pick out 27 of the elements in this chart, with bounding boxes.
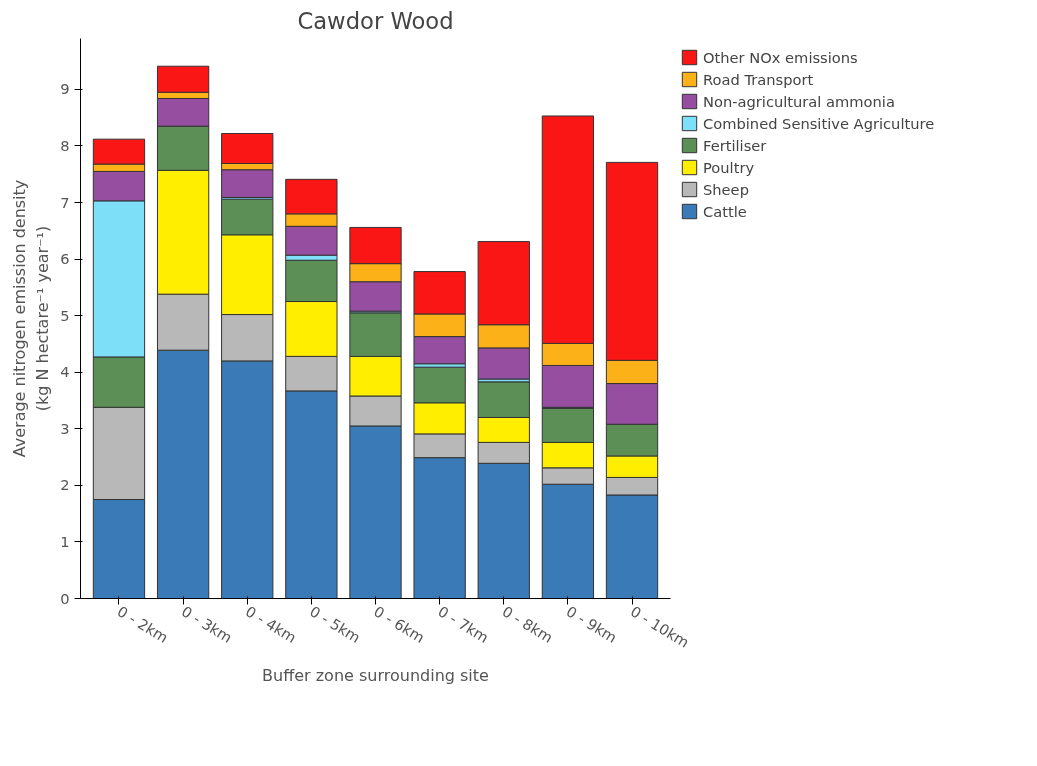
y-tick-label: 8 <box>60 136 70 154</box>
x-tick-label: 0 - 4km <box>242 602 300 647</box>
x-tick-label: 0 - 6km <box>371 602 428 647</box>
legend-label: Non-agricultural ammonia <box>703 92 895 110</box>
legend-label: Road Transport <box>703 70 814 88</box>
legend-label: Combined Sensitive Agriculture <box>703 114 935 132</box>
legend-label: Poultry <box>703 158 755 176</box>
x-tick-label: 0 - 8km <box>499 602 556 647</box>
x-tick-label: 0 - 5km <box>306 602 364 647</box>
y-axis-title: Average nitrogen emission density (kg N hectare⁻¹ year⁻¹) <box>10 179 53 458</box>
legend-label: Sheep <box>703 180 749 198</box>
x-axis-title: Buffer zone surrounding site <box>262 666 489 686</box>
x-tick-label: 0 - 9km <box>563 602 621 647</box>
y-tick-label: 7 <box>60 193 70 211</box>
y-tick-label: 6 <box>60 250 70 268</box>
y-tick-label: 3 <box>60 419 70 437</box>
legend-label: Fertiliser <box>703 136 767 154</box>
legend-label: Cattle <box>703 202 747 220</box>
y-tick-label: 4 <box>60 363 70 381</box>
y-tick-label: 9 <box>60 80 70 98</box>
chart-title: Cawdor Wood <box>297 7 454 34</box>
x-tick-label: 0 - 2km <box>114 602 172 647</box>
y-tick-label: 0 <box>60 589 70 607</box>
y-tick-label: 1 <box>60 532 70 550</box>
legend-label: Other NOx emissions <box>703 48 858 66</box>
y-tick-label: 2 <box>60 476 70 494</box>
y-tick-label: 5 <box>60 306 70 324</box>
